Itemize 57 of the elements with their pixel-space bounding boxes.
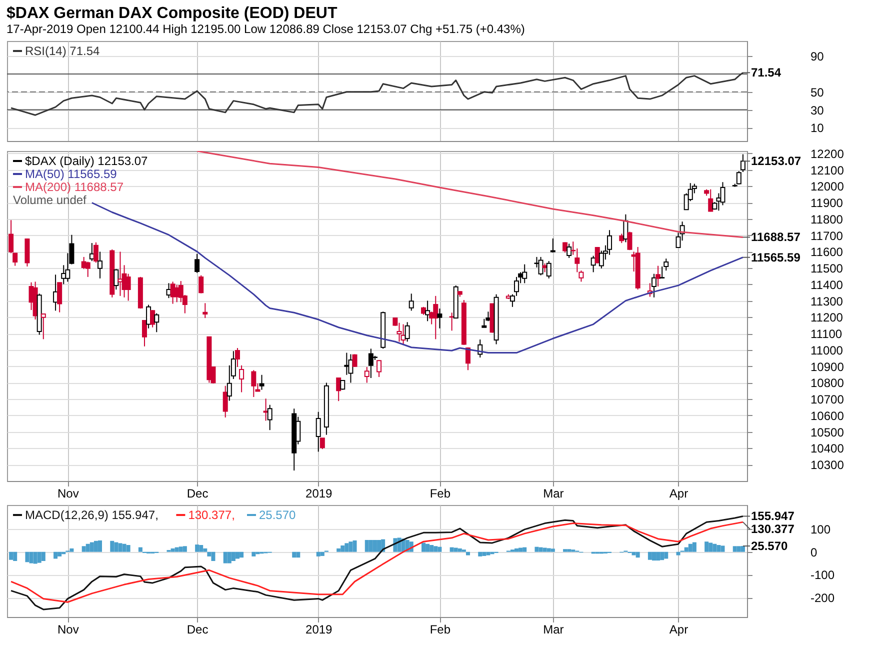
y-tick-label: 30	[810, 103, 824, 118]
legend-label: MA(50) 11565.59	[25, 167, 118, 181]
y-tick-label: 50	[810, 85, 824, 100]
y-tick-label: 10300	[810, 458, 844, 472]
legend-label: 25.570	[259, 508, 296, 522]
y-tick-label: 11500	[810, 262, 844, 276]
y-tick-label: 100	[810, 522, 831, 536]
annotation: 11688.57	[751, 230, 801, 244]
y-tick-label: 10400	[810, 442, 844, 456]
x-tick-label: 2019	[306, 622, 333, 636]
annotation: 71.54	[751, 66, 782, 80]
x-tick-label: Dec	[186, 622, 208, 636]
y-tick-label: 11200	[810, 310, 844, 325]
annotation: Volume undef	[13, 193, 88, 207]
y-tick-label: 0	[810, 545, 818, 560]
y-tick-label: 11900	[810, 196, 844, 210]
y-tick-label: 11300	[810, 294, 844, 308]
annotation: 11565.59	[751, 250, 801, 264]
y-tick-label: 90	[810, 50, 824, 64]
y-tick-label: 12200	[810, 146, 844, 161]
x-tick-label: Apr	[669, 486, 688, 500]
x-tick-label: Mar	[543, 622, 564, 636]
annotation: 12153.07	[751, 154, 802, 168]
y-tick-label: 11600	[810, 245, 844, 260]
annotation: 25.570	[751, 539, 788, 554]
x-tick-label: Apr	[669, 622, 688, 636]
legend-label: MACD(12,26,9) 155.947,	[25, 508, 158, 522]
legend-label: 130.377,	[188, 508, 235, 522]
y-tick-label: 10900	[810, 360, 844, 374]
annotation: 130.377	[751, 522, 795, 536]
x-tick-label: Feb	[430, 486, 451, 500]
legend-label: $DAX (Daily) 12153.07	[25, 154, 148, 168]
y-tick-label: 10	[810, 121, 824, 136]
y-tick-label: 11400	[810, 278, 844, 292]
y-tick-label: 12100	[810, 163, 844, 178]
y-tick-label: 11100	[810, 327, 842, 342]
y-tick-label: 10600	[810, 408, 844, 423]
chart-subtitle: 17-Apr-2019 Open 12100.44 High 12195.00 Low 12086.89 Close 12153.07 Chg +51.75 (+0.43%)	[6, 22, 525, 36]
y-tick-label: -100	[810, 568, 835, 582]
y-tick-label: 10700	[810, 392, 844, 407]
y-tick-label: 12000	[810, 180, 844, 194]
legend-label: RSI(14) 71.54	[25, 44, 100, 58]
y-tick-label: 10500	[810, 425, 844, 440]
annotation: 155.947	[751, 509, 795, 524]
y-tick-label: 11000	[810, 343, 844, 358]
y-tick-label: 11700	[810, 228, 844, 243]
x-tick-label: Feb	[430, 622, 451, 636]
x-tick-label: Dec	[186, 486, 208, 500]
x-tick-label: Nov	[57, 486, 79, 500]
x-tick-label: 2019	[306, 486, 333, 500]
x-tick-label: Mar	[543, 486, 564, 500]
legend-label: MA(200) 11688.57	[25, 180, 124, 194]
y-tick-label: 10800	[810, 376, 844, 390]
y-tick-label: -200	[810, 591, 835, 606]
x-tick-label: Nov	[57, 622, 79, 636]
y-tick-label: 11800	[810, 212, 844, 226]
chart-title: $DAX German DAX Composite (EOD) DEUT	[6, 5, 338, 22]
